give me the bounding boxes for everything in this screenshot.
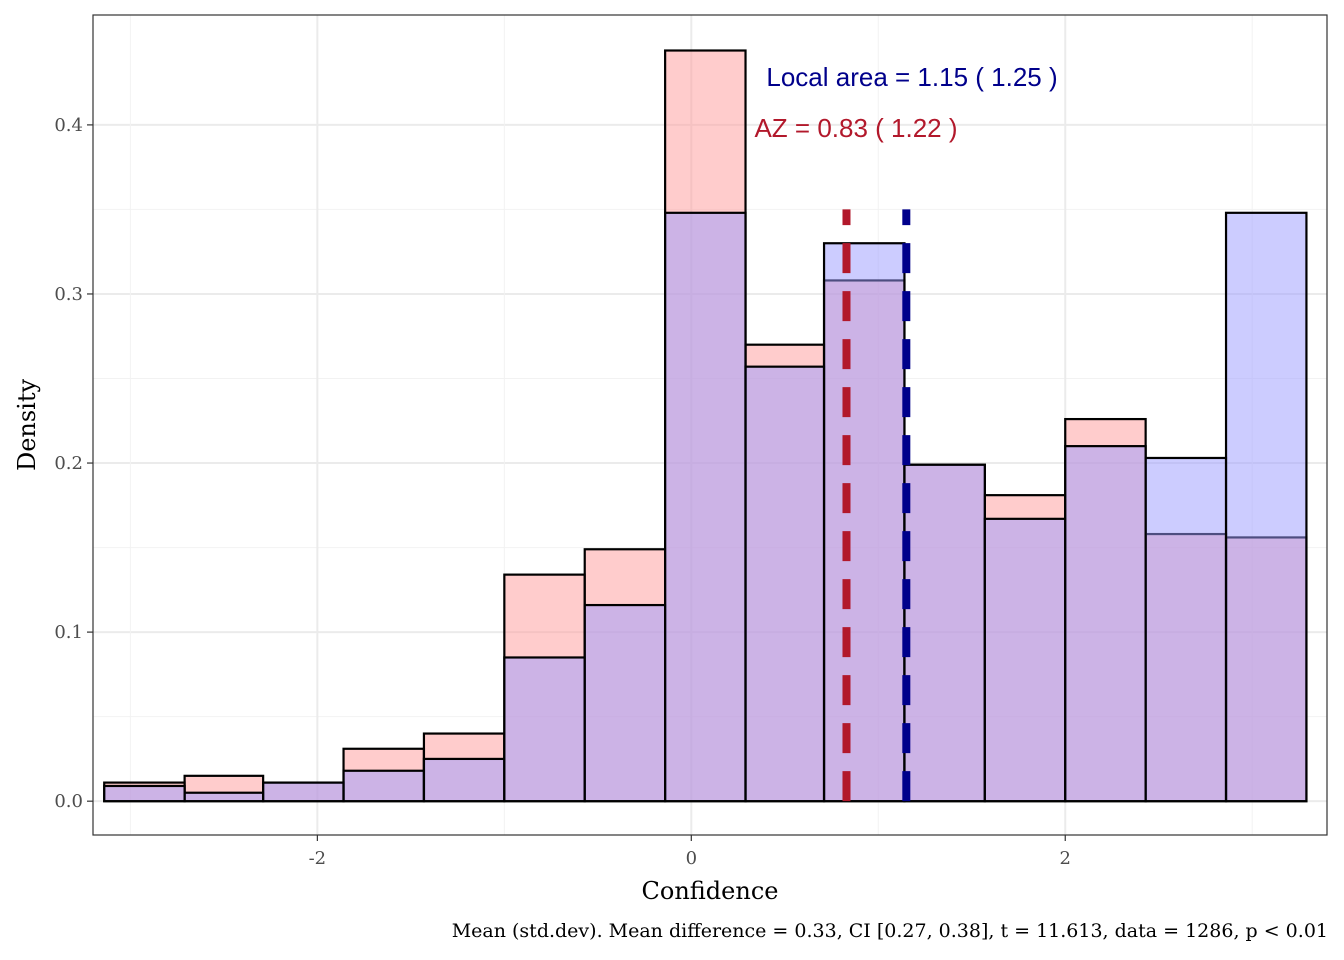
bar-local-area [183, 791, 265, 803]
annotation-az: AZ = 0.83 ( 1.22 ) [754, 113, 957, 143]
mean-lines [842, 209, 911, 802]
bar-local-area [983, 517, 1067, 803]
x-tick-label: 2 [1060, 848, 1071, 869]
y-tick-label: 0.4 [54, 115, 83, 136]
x-tick-label: -2 [309, 848, 327, 869]
bar-local-area [903, 463, 986, 803]
plot-panel-border [92, 14, 1328, 836]
caption: Mean (std.dev). Mean difference = 0.33, … [452, 920, 1328, 942]
annotation-local-area: Local area = 1.15 ( 1.25 ) [766, 62, 1057, 92]
x-axis-title: Confidence [642, 877, 779, 905]
bar-local-area [744, 365, 826, 803]
bar-local-area [422, 757, 506, 803]
x-tick-label: 0 [686, 848, 697, 869]
x-axis-ticks: -2 0 2 [309, 835, 1071, 869]
bar-local-area [822, 242, 906, 803]
y-tick-label: 0.2 [54, 453, 83, 474]
y-axis-title: Density [13, 379, 41, 472]
bar-local-area [503, 656, 586, 803]
bar-local-area [664, 211, 747, 803]
bar-local-area [103, 784, 186, 803]
bar-local-area [262, 781, 345, 803]
bar-local-area [342, 769, 426, 803]
y-axis-ticks: 0.0 0.1 0.2 0.3 0.4 [54, 115, 93, 812]
y-tick-label: 0.1 [54, 622, 83, 643]
bar-local-area [1064, 445, 1147, 803]
y-tick-label: 0.3 [54, 284, 83, 305]
bars-local-area [103, 211, 1308, 803]
bar-local-area [583, 603, 667, 803]
y-tick-label: 0.0 [54, 791, 83, 812]
bar-local-area [1144, 456, 1228, 803]
bar-local-area [1224, 211, 1308, 803]
